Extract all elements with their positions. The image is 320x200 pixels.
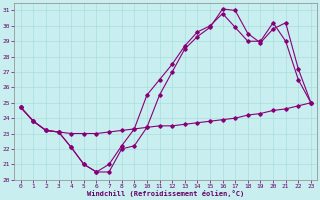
X-axis label: Windchill (Refroidissement éolien,°C): Windchill (Refroidissement éolien,°C)	[87, 190, 244, 197]
